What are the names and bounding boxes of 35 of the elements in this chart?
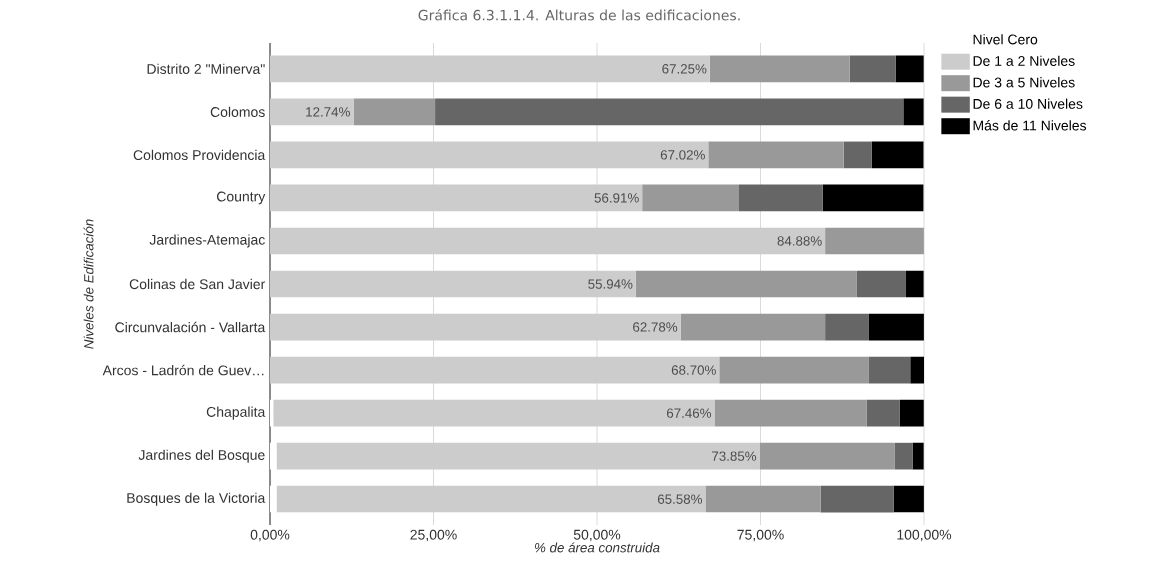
data-label: 55.94% <box>588 279 633 289</box>
legend-label: De 3 a 5 Niveles <box>973 77 1075 88</box>
data-label: 68.70% <box>671 365 716 375</box>
chart-title: Gráfica 6.3.1.1.4. Alturas de las edificaciones. <box>418 9 740 21</box>
data-label: 67.02% <box>660 150 705 160</box>
data-label: 56.91% <box>594 193 639 203</box>
data-label: 12.74% <box>306 107 350 117</box>
y-tick-label: Colinas de San Javier <box>129 278 266 290</box>
x-tick-label: 50,00% <box>573 529 621 542</box>
y-tick-label: Bosques de la Victoria <box>127 492 266 506</box>
y-tick-label: Chapalita <box>206 406 266 420</box>
x-axis-title: % de área construida <box>534 542 660 553</box>
x-tick-label: 0,00% <box>250 529 290 542</box>
x-tick-label: 100,00% <box>897 529 952 542</box>
x-tick-label: 75,00% <box>737 529 784 542</box>
data-label: 62.78% <box>633 322 678 332</box>
y-tick-label: Jardines del Bosque <box>138 449 265 463</box>
data-label: 67.25% <box>662 64 707 74</box>
data-label: 67.46% <box>666 408 712 418</box>
data-label: 65.58% <box>657 494 703 504</box>
data-label: 84.88% <box>777 236 822 246</box>
legend-label: Más de 11 Niveles <box>973 120 1087 131</box>
y-tick-label: Arcos - Ladrón de Guev… <box>102 364 264 376</box>
text: Nivel Cero <box>973 34 1038 45</box>
y-tick-label: Circunvalación - Vallarta <box>115 321 266 333</box>
y-tick-label: Jardines-Atemajac <box>149 234 265 248</box>
data-label: 73.85% <box>712 451 757 461</box>
x-tick-label: 25,00% <box>410 529 457 542</box>
y-tick-label: Country <box>216 191 266 205</box>
y-tick-label: Colomos <box>210 106 265 118</box>
y-tick-label: Colomos Providencia <box>133 149 266 161</box>
y-tick-label: Distrito 2 "Minerva" <box>147 63 265 74</box>
y-axis-title: Niveles de Edificación <box>83 219 94 349</box>
legend-label: De 6 a 10 Niveles <box>973 98 1083 109</box>
legend-label: De 1 a 2 Niveles <box>973 55 1075 66</box>
